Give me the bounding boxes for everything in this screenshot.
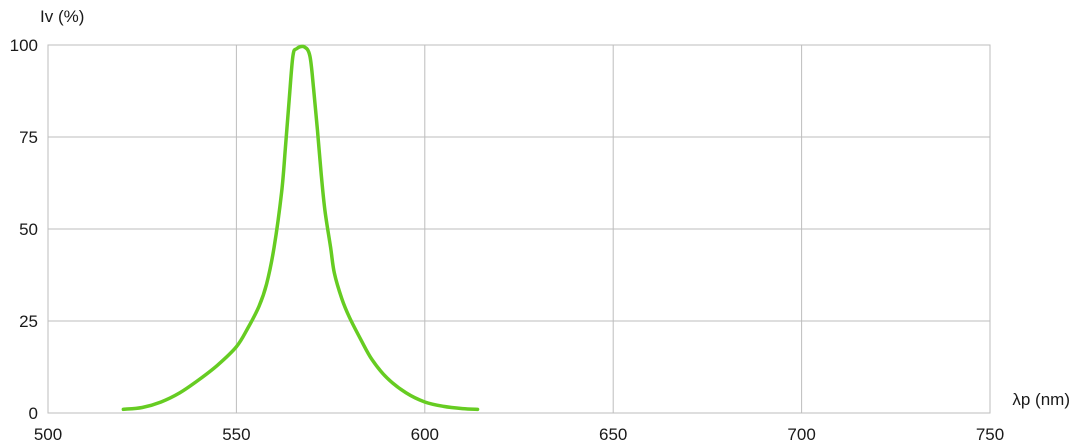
y-tick-label: 0 [29, 404, 38, 423]
y-axis-ticks: 0 25 50 75 100 [10, 36, 38, 423]
grid [47, 44, 991, 414]
y-tick-label: 50 [19, 220, 38, 239]
x-axis-title: λp (nm) [1012, 390, 1070, 409]
x-tick-label: 650 [599, 425, 627, 444]
y-axis-title: Iv (%) [40, 7, 84, 26]
y-tick-label: 100 [10, 36, 38, 55]
x-tick-label: 500 [34, 425, 62, 444]
series-layer [121, 44, 480, 412]
spectrum-curve [121, 44, 480, 412]
plot-frame [47, 44, 991, 414]
x-tick-label: 600 [411, 425, 439, 444]
y-tick-label: 25 [19, 312, 38, 331]
x-tick-label: 700 [787, 425, 815, 444]
x-axis-ticks: 500 550 600 650 700 750 [34, 425, 1004, 444]
x-tick-label: 550 [222, 425, 250, 444]
x-tick-label: 750 [976, 425, 1004, 444]
y-tick-label: 75 [19, 128, 38, 147]
